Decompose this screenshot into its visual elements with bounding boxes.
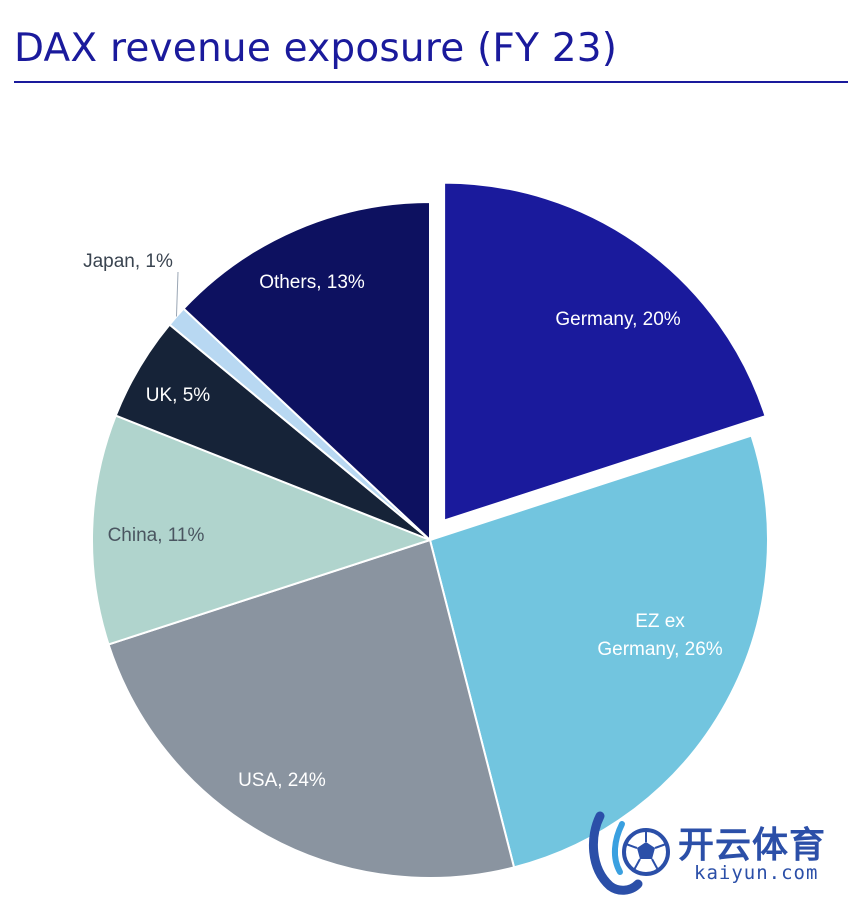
slice-label: Germany, 20% (555, 309, 680, 330)
pie-slice (91, 414, 433, 646)
pie-slice (182, 200, 431, 543)
pie-slice (107, 538, 516, 879)
slice-label: China, 11% (108, 525, 205, 546)
pie-slice (428, 434, 769, 869)
watermark-brand-en: kaiyun.com (694, 862, 819, 884)
pie-slice (443, 181, 767, 522)
kaiyun-logo-icon (588, 811, 670, 895)
slice-label: Others, 13% (259, 272, 365, 293)
watermark-brand-cn: 开云体育 (678, 825, 827, 866)
leader-line (175, 271, 179, 317)
chart-title: DAX revenue exposure (FY 23) (14, 26, 618, 71)
slice-label: EZ ex Germany, 26% (597, 611, 722, 660)
slice-label: USA, 24% (238, 770, 326, 791)
slice-label: UK, 5% (146, 385, 211, 406)
slice-label: Japan, 1% (83, 251, 173, 272)
watermark-logo: 开云体育 kaiyun.com (582, 806, 858, 898)
title-divider (14, 81, 848, 83)
